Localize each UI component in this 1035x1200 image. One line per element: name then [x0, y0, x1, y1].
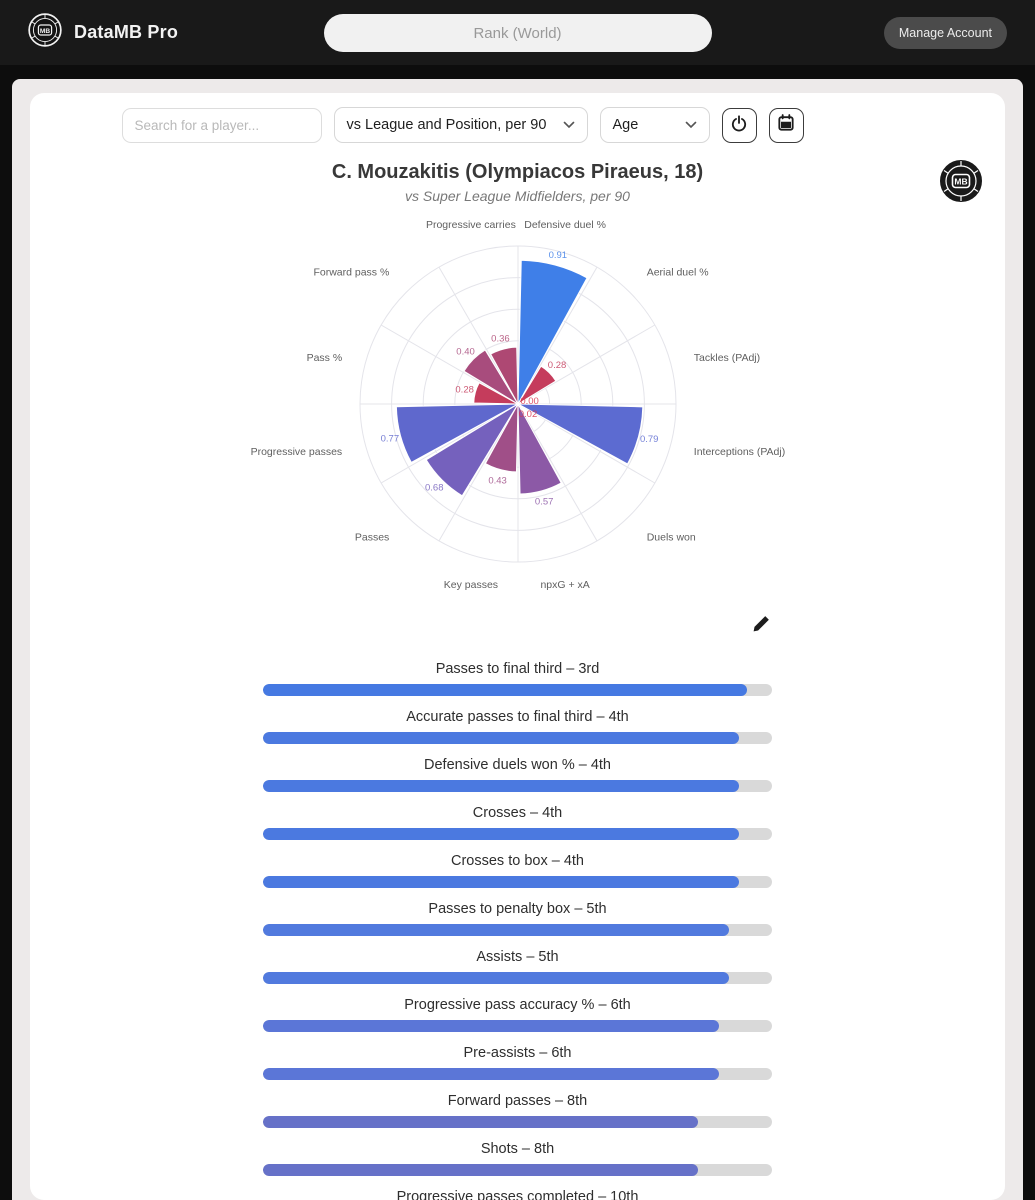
top-navbar: MB DataMB Pro Rank (World) Manage Accoun… [0, 0, 1035, 65]
svg-text:0.02: 0.02 [518, 409, 537, 420]
toolbar: vs League and Position, per 90 Age [30, 107, 1005, 143]
rank-bar-row: Passes to penalty box – 5th [263, 901, 772, 936]
rank-bar-row: Shots – 8th [263, 1141, 772, 1176]
rank-bar-track [263, 972, 772, 984]
svg-text:0.28: 0.28 [455, 385, 474, 396]
rank-bar-label: Forward passes – 8th [447, 1093, 588, 1109]
rank-bar-track [263, 732, 772, 744]
svg-text:Forward pass %: Forward pass % [313, 266, 389, 278]
rank-bar-label: Crosses to box – 4th [451, 853, 584, 869]
rank-bar-track [263, 828, 772, 840]
calendar-button[interactable] [768, 107, 804, 143]
rank-bar-label: Accurate passes to final third – 4th [406, 709, 629, 725]
brand-name: DataMB Pro [74, 22, 179, 42]
svg-text:Duels won: Duels won [646, 532, 695, 544]
rank-bar-fill [263, 924, 729, 936]
rose-chart: 0.91 0.28 0.00 0.79 0.02 0.57 0.43 0.68 0.77 0.28… [138, 216, 898, 599]
rank-bar-fill [263, 1068, 719, 1080]
mb-ball-logo-icon: MB [939, 159, 983, 208]
rank-bar-label: Assists – 5th [476, 949, 559, 965]
chevron-down-icon [685, 117, 697, 133]
timer-button[interactable] [721, 107, 757, 143]
rank-bar-label: Passes to penalty box – 5th [428, 901, 607, 917]
svg-text:0.00: 0.00 [520, 396, 539, 407]
rank-bar-row: Defensive duels won % – 4th [263, 757, 772, 792]
rank-bar-track [263, 684, 772, 696]
calendar-icon [776, 113, 796, 138]
age-select[interactable]: Age [599, 107, 710, 143]
comparison-mode-select[interactable]: vs League and Position, per 90 [333, 107, 588, 143]
rank-bar-track [263, 924, 772, 936]
rank-bar-row: Crosses to box – 4th [263, 853, 772, 888]
svg-text:Passes: Passes [354, 532, 388, 544]
svg-text:0.77: 0.77 [380, 433, 399, 444]
page-subtitle: vs Super League Midfielders, per 90 [405, 188, 630, 204]
age-select-value: Age [612, 117, 639, 133]
manage-account-button[interactable]: Manage Account [883, 16, 1007, 49]
svg-text:0.40: 0.40 [456, 347, 475, 358]
svg-text:Progressive passes: Progressive passes [250, 446, 342, 458]
rank-bar-fill [263, 876, 739, 888]
rank-bar-row: Assists – 5th [263, 949, 772, 984]
svg-text:0.91: 0.91 [548, 250, 567, 261]
rank-bar-fill [263, 1116, 699, 1128]
rank-bar-row: Forward passes – 8th [263, 1093, 772, 1128]
pencil-icon[interactable] [751, 613, 772, 639]
svg-text:0.57: 0.57 [534, 497, 553, 508]
svg-text:Defensive duel %: Defensive duel % [524, 219, 606, 231]
rank-bar-row: Progressive passes completed – 10th [263, 1189, 772, 1200]
page-background: vs League and Position, per 90 Age [12, 79, 1023, 1200]
player-search-input[interactable] [121, 107, 322, 143]
rank-bar-row: Passes to final third – 3rd [263, 661, 772, 696]
rank-bar-label: Progressive pass accuracy % – 6th [404, 997, 631, 1013]
svg-text:MB: MB [40, 28, 50, 35]
mb-ball-logo-icon: MB [28, 13, 62, 52]
svg-text:Pass %: Pass % [306, 352, 342, 364]
rank-bar-fill [263, 684, 747, 696]
rank-bar-fill [263, 828, 739, 840]
rank-bar-track [263, 1164, 772, 1176]
page-title: C. Mouzakitis (Olympiacos Piraeus, 18) [331, 161, 704, 183]
brand: MB DataMB Pro [28, 13, 178, 52]
rank-bar-row: Pre-assists – 6th [263, 1045, 772, 1080]
rank-bar-label: Crosses – 4th [472, 805, 563, 821]
rank-bar-fill [263, 780, 739, 792]
timer-icon [729, 113, 749, 138]
svg-text:Tackles (PAdj): Tackles (PAdj) [693, 352, 759, 364]
rank-bar-row: Accurate passes to final third – 4th [263, 709, 772, 744]
rank-bars-section: Passes to final third – 3rd Accurate pass… [263, 613, 772, 1200]
rank-bar-label: Pre-assists – 6th [463, 1045, 572, 1061]
rank-bar-fill [263, 1020, 719, 1032]
rank-bar-label: Shots – 8th [480, 1141, 555, 1157]
svg-text:0.43: 0.43 [488, 475, 507, 486]
rank-bar-track [263, 1068, 772, 1080]
svg-text:npxG + xA: npxG + xA [540, 579, 589, 591]
rank-bar-label: Progressive passes completed – 10th [396, 1189, 639, 1200]
comparison-mode-value: vs League and Position, per 90 [346, 117, 547, 133]
rank-bar-fill [263, 972, 729, 984]
main-card: vs League and Position, per 90 Age [30, 93, 1005, 1200]
chevron-down-icon [563, 117, 575, 133]
svg-text:Progressive carries: Progressive carries [425, 219, 515, 231]
rank-world-pill[interactable]: Rank (World) [323, 14, 712, 52]
svg-text:0.28: 0.28 [547, 360, 566, 371]
rank-bar-track [263, 876, 772, 888]
rank-bar-fill [263, 732, 739, 744]
rank-bar-row: Crosses – 4th [263, 805, 772, 840]
svg-text:0.36: 0.36 [491, 333, 510, 344]
svg-text:MB: MB [954, 177, 967, 187]
rank-bar-track [263, 780, 772, 792]
svg-text:0.79: 0.79 [639, 434, 658, 445]
svg-text:0.68: 0.68 [425, 483, 444, 494]
rank-bar-label: Passes to final third – 3rd [435, 661, 600, 677]
svg-text:Aerial duel %: Aerial duel % [646, 266, 708, 278]
rank-bar-label: Defensive duels won % – 4th [424, 757, 611, 773]
svg-text:Key passes: Key passes [443, 579, 497, 591]
rank-bar-track [263, 1116, 772, 1128]
svg-text:Interceptions (PAdj): Interceptions (PAdj) [693, 446, 784, 458]
rank-bar-row: Progressive pass accuracy % – 6th [263, 997, 772, 1032]
rank-bar-fill [263, 1164, 699, 1176]
rank-bar-track [263, 1020, 772, 1032]
